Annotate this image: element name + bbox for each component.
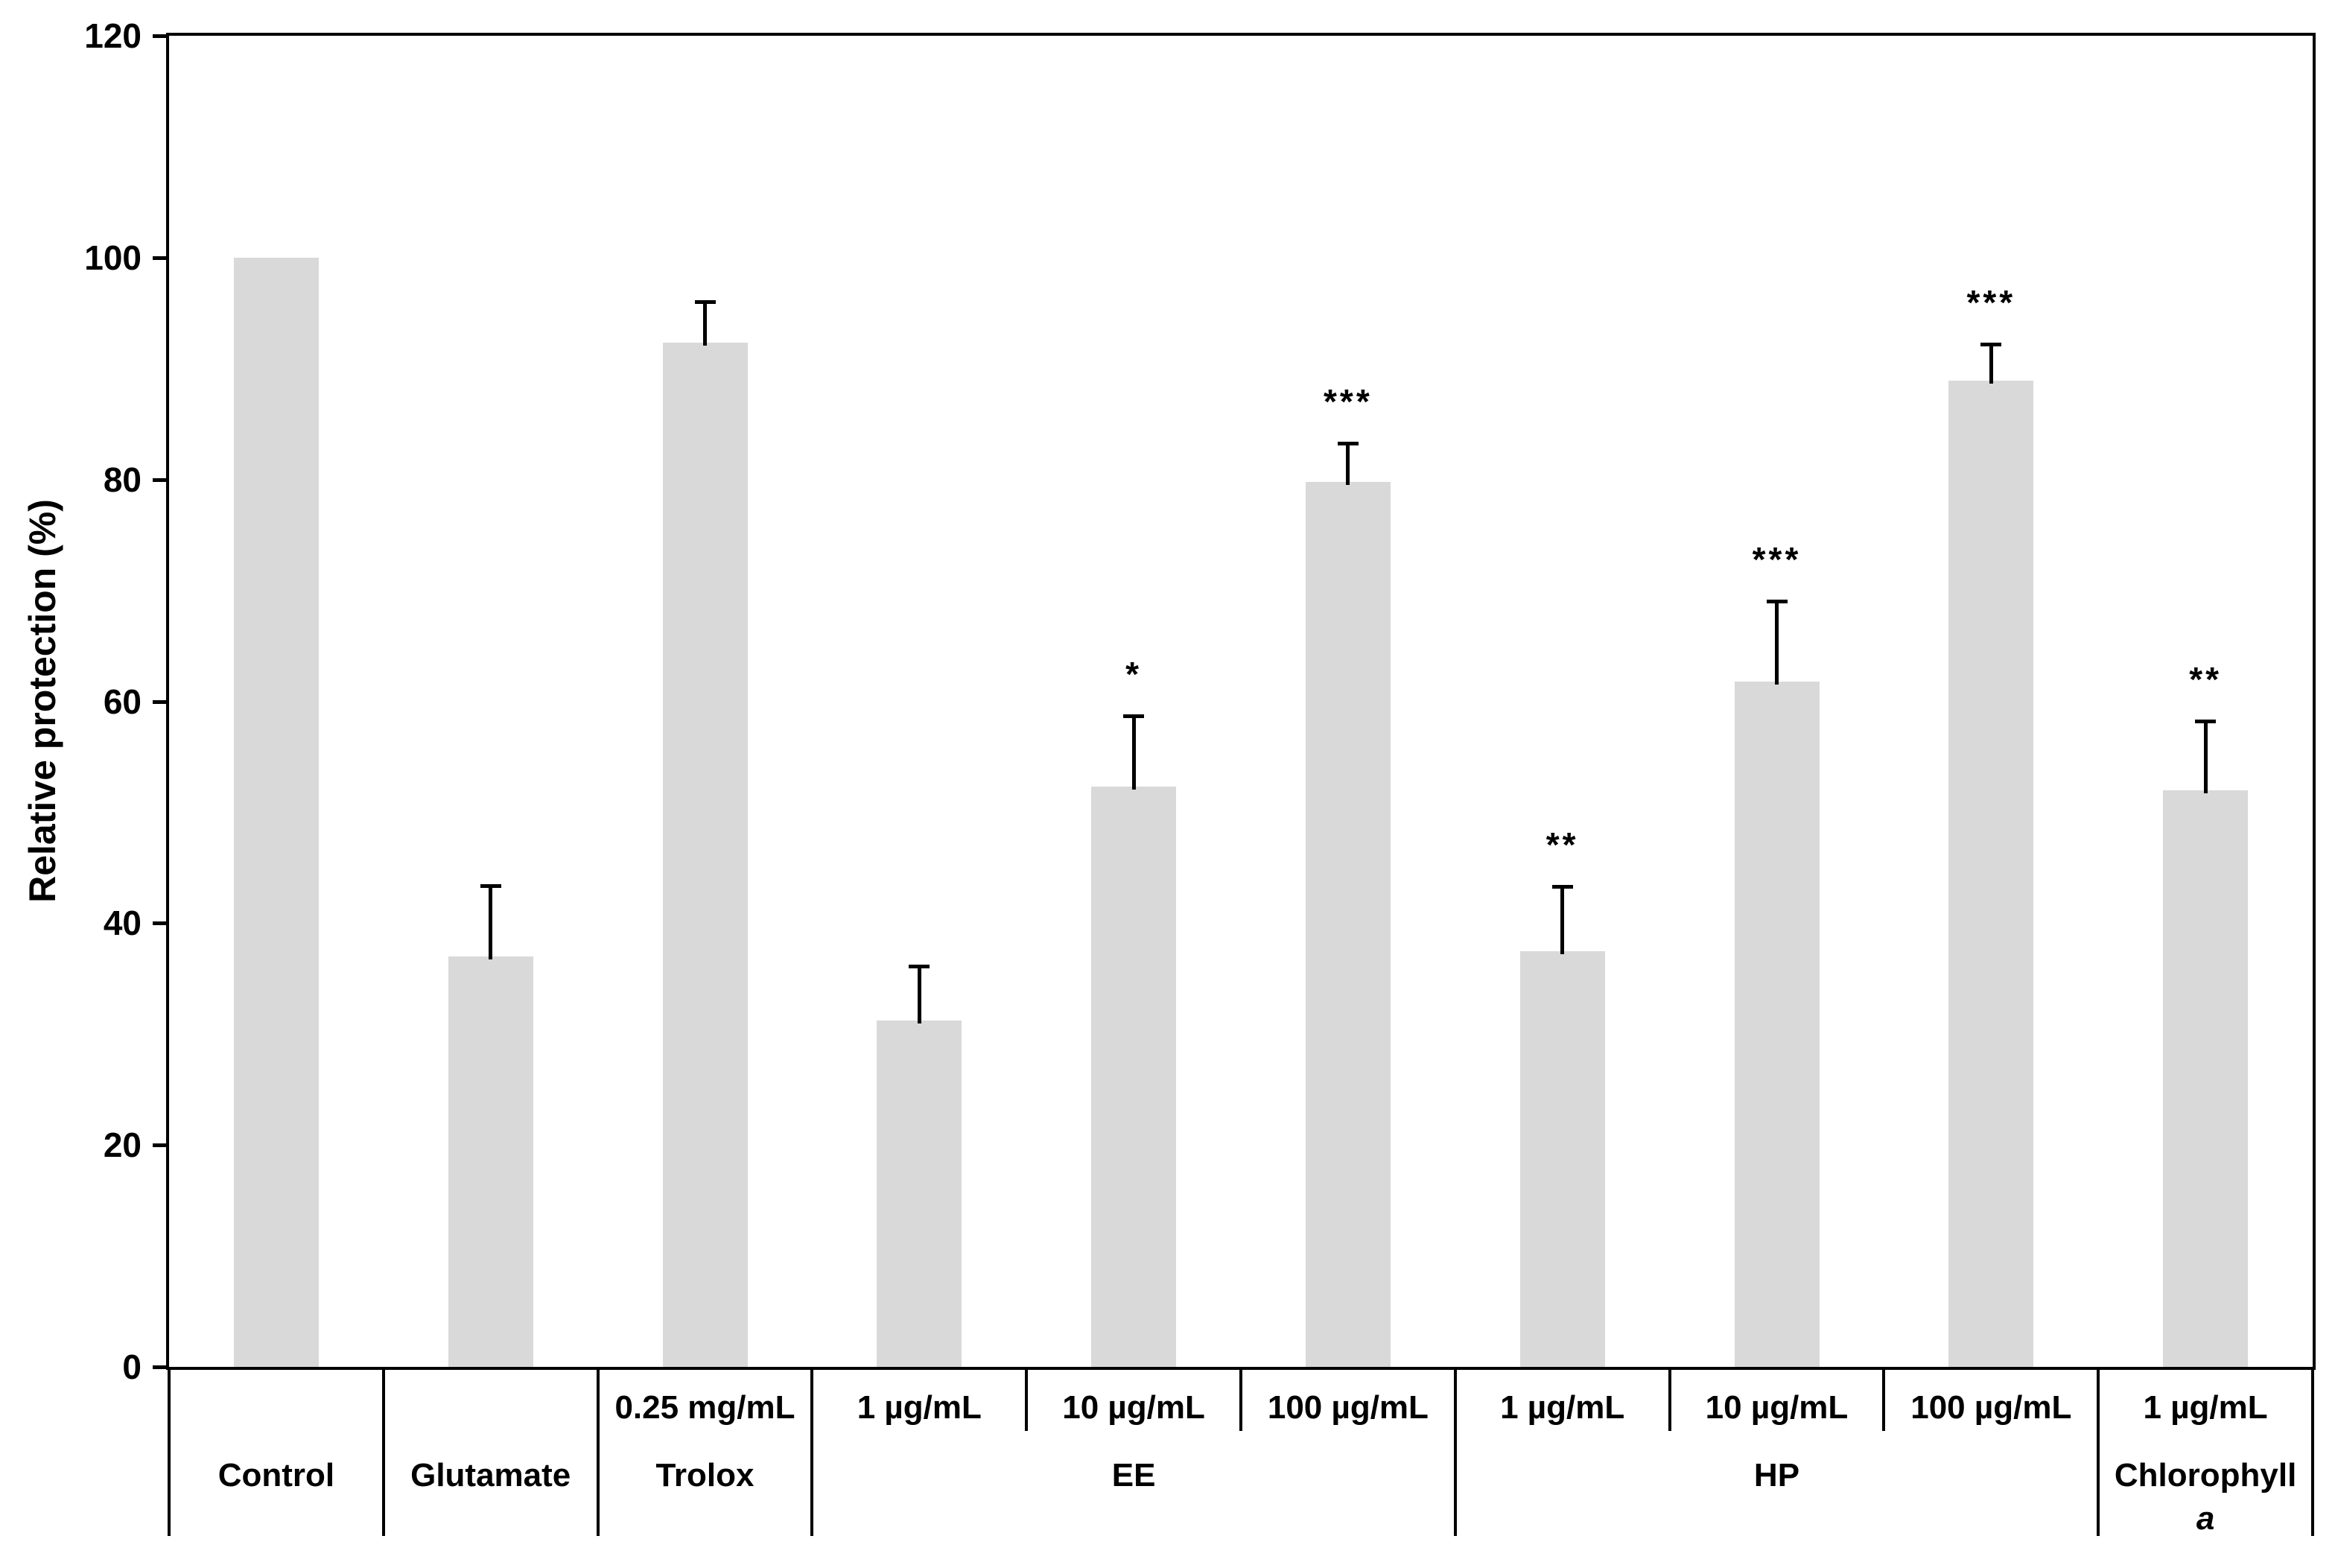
error-bar-cap — [1980, 342, 2002, 346]
x-axis-group-label: Trolox — [655, 1457, 754, 1494]
category-separator-line — [596, 1367, 600, 1536]
error-bar-cap — [1551, 885, 1573, 889]
y-axis-tick — [153, 1143, 166, 1148]
error-bar-line — [1346, 442, 1350, 485]
y-axis-tick — [153, 255, 166, 260]
significance-stars: * — [1125, 654, 1143, 693]
y-axis-tick-label: 0 — [122, 1348, 142, 1386]
error-bar-line — [1775, 601, 1779, 685]
y-axis-tick-label: 40 — [103, 904, 142, 943]
y-axis-tick-label: 100 — [84, 238, 142, 277]
error-bar-cap — [2195, 720, 2217, 724]
bar-ee-100-g-ml — [1305, 481, 1391, 1367]
y-axis-tick — [153, 699, 166, 704]
significance-stars: ** — [1545, 825, 1579, 865]
category-separator-line — [2311, 1367, 2314, 1536]
error-bar-cap — [694, 300, 716, 305]
x-axis-group-label: Control — [217, 1457, 335, 1494]
y-axis-tick-label: 60 — [103, 682, 142, 721]
x-axis-concentration-label: 0.25 mg/mL — [614, 1389, 795, 1426]
significance-stars: *** — [1324, 381, 1373, 421]
x-axis-concentration-label: 10 µg/mL — [1062, 1389, 1205, 1426]
concentration-separator-line — [1882, 1367, 1886, 1431]
x-axis-concentration-label: 10 µg/mL — [1705, 1389, 1849, 1426]
significance-stars: ** — [2189, 660, 2222, 699]
y-axis-tick-label: 80 — [103, 460, 142, 499]
error-bar-line — [489, 885, 493, 959]
bar-control — [233, 257, 319, 1367]
bar-hp-100-g-ml — [1948, 381, 2034, 1367]
x-axis-concentration-label: 100 µg/mL — [1910, 1389, 2072, 1426]
concentration-separator-line — [1025, 1367, 1029, 1431]
bar-ee-10-g-ml — [1091, 787, 1177, 1367]
bar-chlorophyll-1-g-ml — [2163, 790, 2249, 1367]
error-bar-cap — [1337, 441, 1359, 445]
x-axis-group-label: EE — [1111, 1457, 1156, 1494]
x-axis-concentration-label: 1 µg/mL — [2143, 1389, 2268, 1426]
bar-hp-1-g-ml — [1519, 950, 1605, 1367]
y-axis-tick — [153, 477, 166, 482]
bar-hp-10-g-ml — [1734, 681, 1820, 1367]
x-axis-concentration-label: 1 µg/mL — [857, 1389, 982, 1426]
error-bar-line — [917, 966, 921, 1024]
y-axis-tick — [153, 34, 166, 38]
significance-stars: *** — [1752, 540, 1802, 580]
category-separator-line — [2097, 1367, 2100, 1536]
error-bar-line — [1989, 343, 1993, 384]
x-axis-group-label: Glutamate — [410, 1457, 571, 1494]
error-bar-cap — [480, 883, 501, 888]
x-axis-concentration-label: 100 µg/mL — [1267, 1389, 1429, 1426]
bar-glutamate — [448, 956, 533, 1367]
error-bar-line — [1131, 715, 1136, 790]
y-axis-tick-label: 120 — [84, 16, 142, 55]
y-axis-tick — [153, 1365, 166, 1369]
category-separator-line — [1453, 1367, 1457, 1536]
error-bar-cap — [1123, 714, 1145, 718]
error-bar-cap — [1766, 600, 1788, 604]
significance-stars: *** — [1966, 282, 2016, 322]
category-separator-line — [381, 1367, 385, 1536]
concentration-separator-line — [1239, 1367, 1242, 1431]
category-separator-line — [810, 1367, 814, 1536]
error-bar-cap — [909, 965, 930, 969]
error-bar-line — [2203, 721, 2208, 793]
bar-ee-1-g-ml — [877, 1021, 962, 1367]
x-axis-concentration-label: 1 µg/mL — [1500, 1389, 1625, 1426]
x-axis-group-label: HP — [1753, 1457, 1800, 1494]
error-bar-line — [703, 302, 707, 346]
group-label-italic-suffix: a — [2196, 1500, 2215, 1537]
error-bar-line — [1560, 886, 1565, 954]
x-axis-group-label: Chlorophyll a — [2114, 1457, 2297, 1537]
y-axis-tick-label: 20 — [103, 1126, 142, 1165]
concentration-separator-line — [1668, 1367, 1671, 1431]
category-separator-line — [168, 1367, 171, 1536]
y-axis-tick — [153, 921, 166, 926]
bar-trolox-0-25-mg-ml — [662, 343, 748, 1367]
